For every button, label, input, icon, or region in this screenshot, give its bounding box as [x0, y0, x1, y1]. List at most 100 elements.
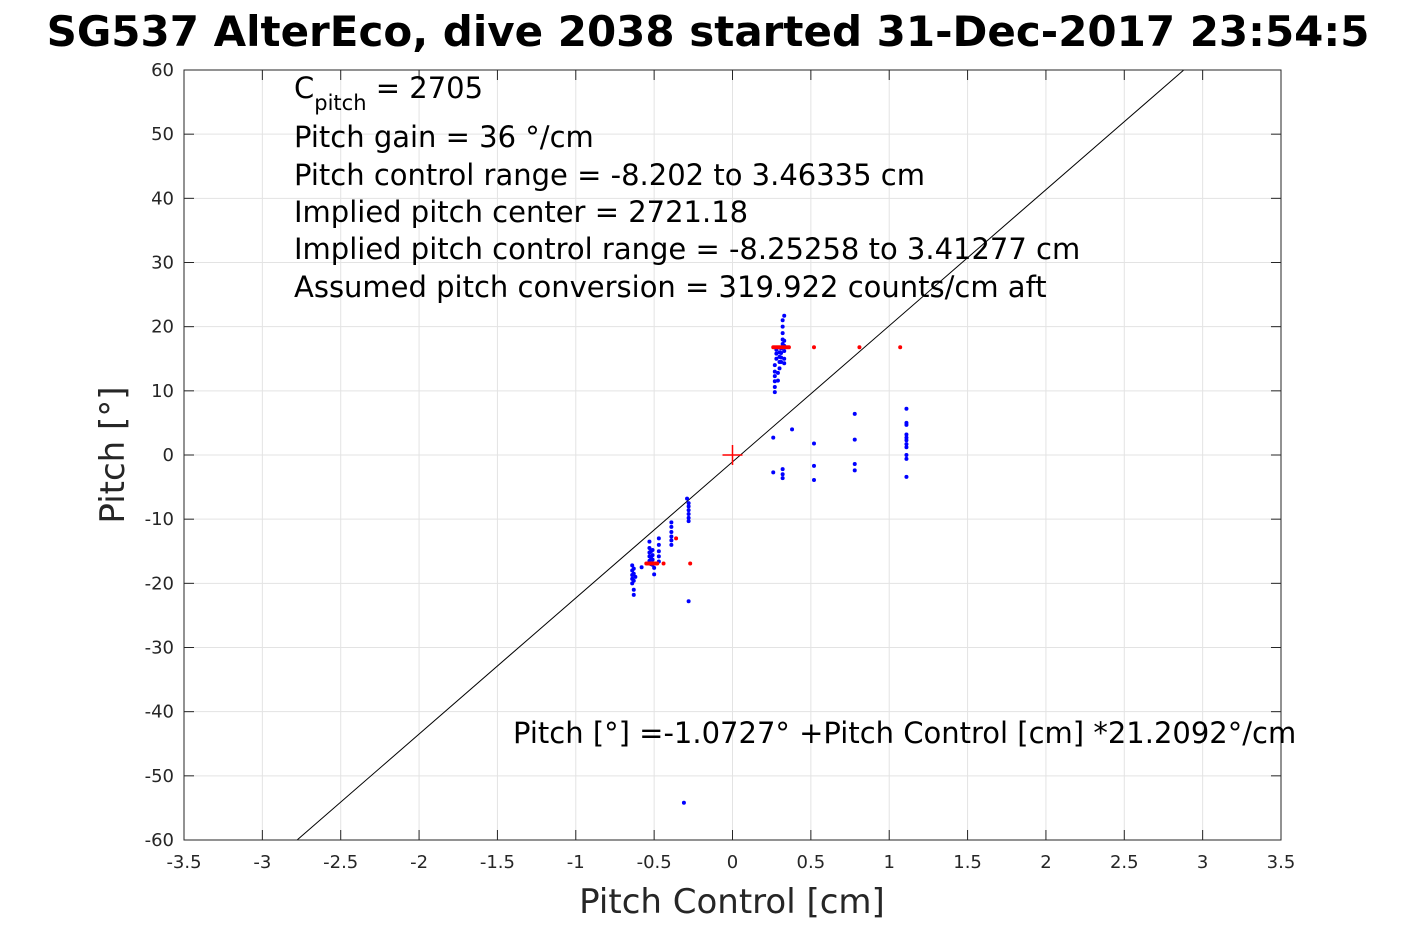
- x-tick-label: 0.5: [797, 852, 826, 873]
- red-data-point: [898, 345, 903, 350]
- blue-data-point: [669, 530, 674, 534]
- y-tick-label: 50: [151, 124, 174, 145]
- blue-data-point: [686, 504, 691, 509]
- blue-data-point: [686, 515, 691, 520]
- y-axis-label: Pitch [°]: [93, 386, 133, 523]
- blue-data-point: [656, 549, 661, 554]
- blue-data-point: [647, 539, 652, 544]
- blue-data-point: [771, 470, 776, 475]
- x-tick-label: -3: [253, 852, 271, 873]
- x-tick-label: 0: [727, 852, 738, 873]
- blue-data-point: [772, 374, 777, 379]
- y-tick-label: 0: [163, 445, 174, 466]
- red-data-point: [811, 345, 816, 350]
- red-data-point: [661, 561, 666, 566]
- blue-data-point: [904, 442, 909, 447]
- blue-data-point: [652, 565, 657, 570]
- x-tick-label: -0.5: [637, 852, 672, 873]
- y-tick-label: -30: [145, 638, 174, 659]
- c-pitch-symbol: C: [294, 71, 314, 105]
- blue-data-point: [904, 438, 909, 443]
- blue-data-point: [775, 378, 780, 383]
- blue-data-point: [686, 508, 691, 513]
- blue-data-point: [685, 496, 690, 501]
- blue-data-point: [681, 800, 686, 805]
- blue-data-point: [782, 349, 787, 354]
- blue-data-point: [669, 534, 674, 539]
- x-axis-label: Pitch Control [cm]: [579, 882, 885, 922]
- x-tick-label: -1: [567, 852, 585, 873]
- blue-data-point: [904, 474, 909, 479]
- blue-data-point: [656, 554, 661, 559]
- annotation-implied-center: Implied pitch center = 2721.18: [294, 195, 748, 229]
- data-points-layer: [630, 313, 909, 805]
- plot-area: [183, 69, 1282, 841]
- annotation-block: Cpitch = 2705 Pitch gain = 36 °/cm Pitch…: [294, 71, 1296, 750]
- blue-data-point: [904, 456, 909, 461]
- red-data-point: [655, 561, 660, 566]
- blue-data-point: [904, 453, 909, 457]
- x-tick-labels: -3.5 -3 -2.5 -2 -1.5 -1 -0.5 0 0.5 1 1.5 2 2.5 3 3.5: [166, 852, 1295, 873]
- y-tick-label: -20: [145, 573, 174, 594]
- blue-data-point: [780, 324, 785, 329]
- blue-data-point: [779, 359, 784, 364]
- red-data-point: [688, 561, 693, 566]
- x-tick-label: -2.5: [323, 852, 358, 873]
- blue-data-point: [780, 331, 785, 336]
- blue-data-point: [780, 467, 785, 472]
- blue-data-point: [669, 538, 674, 543]
- x-tick-label: -3.5: [166, 852, 201, 873]
- blue-data-point: [782, 361, 787, 366]
- blue-data-point: [777, 366, 782, 371]
- blue-data-point: [639, 565, 644, 570]
- annotation-control-range: Pitch control range = -8.202 to 3.46335 …: [294, 158, 925, 192]
- c-pitch-value: = 2705: [367, 71, 484, 105]
- tick-marks: [183, 69, 1282, 841]
- blue-data-point: [772, 390, 777, 395]
- red-data-point: [674, 536, 679, 541]
- x-tick-label: 2: [1040, 852, 1051, 873]
- blue-data-point: [631, 571, 636, 576]
- blue-data-point: [774, 351, 779, 356]
- blue-data-point: [852, 468, 857, 473]
- blue-data-point: [686, 599, 691, 604]
- y-tick-label: 60: [151, 60, 174, 81]
- c-pitch-subscript: pitch: [314, 91, 366, 115]
- annotation-implied-range: Implied pitch control range = -8.25258 t…: [294, 232, 1080, 266]
- blue-data-point: [790, 427, 795, 432]
- blue-data-point: [631, 592, 636, 597]
- blue-data-point: [633, 574, 638, 579]
- annotation-fit-equation: Pitch [°] =-1.0727° +Pitch Control [cm] …: [513, 716, 1296, 750]
- x-tick-label: 1.5: [953, 852, 982, 873]
- y-tick-label: 30: [151, 253, 174, 274]
- blue-data-point: [780, 318, 785, 323]
- blue-data-point: [779, 350, 784, 355]
- blue-data-point: [904, 422, 909, 427]
- x-tick-label: 1: [883, 852, 894, 873]
- red-data-point: [857, 345, 862, 350]
- blue-data-point: [631, 587, 636, 592]
- y-tick-label: -60: [145, 830, 174, 851]
- blue-data-point: [652, 572, 657, 577]
- y-tick-label: -50: [145, 766, 174, 787]
- blue-data-point: [782, 356, 787, 361]
- x-tick-label: 2.5: [1110, 852, 1139, 873]
- blue-data-point: [631, 566, 636, 571]
- blue-data-point: [904, 432, 909, 437]
- blue-data-point: [779, 355, 784, 360]
- blue-data-point: [686, 501, 691, 506]
- blue-data-point: [630, 563, 635, 568]
- blue-data-point: [686, 512, 691, 517]
- blue-data-point: [780, 476, 785, 481]
- blue-data-point: [631, 578, 636, 583]
- blue-data-point: [656, 542, 661, 547]
- y-tick-label: -40: [145, 702, 174, 723]
- x-tick-label: -1.5: [480, 852, 515, 873]
- blue-data-point: [772, 379, 777, 384]
- y-tick-labels: -60 -50 -40 -30 -20 -10 0 10 20 30 40 50 60: [145, 60, 174, 851]
- blue-data-point: [771, 435, 776, 440]
- blue-data-point: [772, 369, 777, 374]
- blue-data-point: [782, 313, 787, 318]
- blue-data-point: [650, 547, 655, 552]
- blue-data-point: [852, 411, 857, 416]
